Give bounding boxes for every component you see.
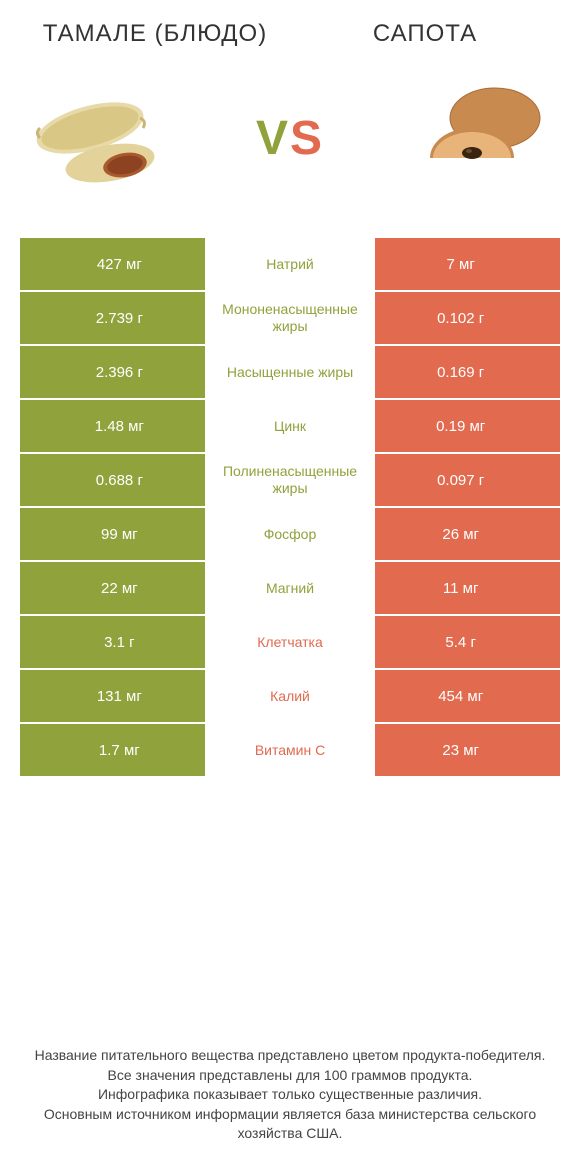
table-row: 131 мгКалий454 мг — [20, 670, 560, 722]
tamale-icon — [20, 78, 180, 198]
header: ТАМАЛЕ (БЛЮДО) САПОТА — [20, 20, 560, 48]
footer-line-1: Название питательного вещества представл… — [30, 1046, 550, 1066]
vs-label: VS — [256, 111, 324, 166]
left-value: 22 мг — [20, 562, 205, 614]
nutrient-label: Фосфор — [205, 508, 376, 560]
nutrient-label: Магний — [205, 562, 376, 614]
right-value: 0.097 г — [375, 454, 560, 506]
left-value: 131 мг — [20, 670, 205, 722]
footer-line-2: Все значения представлены для 100 граммо… — [30, 1066, 550, 1086]
table-row: 0.688 гПолиненасыщенные жиры0.097 г — [20, 454, 560, 506]
right-title: САПОТА — [290, 20, 560, 48]
nutrient-label: Натрий — [205, 238, 376, 290]
nutrient-label: Мононенасыщенные жиры — [205, 292, 376, 344]
right-value: 11 мг — [375, 562, 560, 614]
footer-line-3: Инфографика показывает только существенн… — [30, 1085, 550, 1105]
right-value: 0.102 г — [375, 292, 560, 344]
footer-line-4: Основным источником информации является … — [30, 1105, 550, 1144]
right-value: 0.19 мг — [375, 400, 560, 452]
right-value: 7 мг — [375, 238, 560, 290]
table-row: 3.1 гКлетчатка5.4 г — [20, 616, 560, 668]
infographic-container: ТАМАЛЕ (БЛЮДО) САПОТА VS — [0, 0, 580, 1174]
nutrient-label: Насыщенные жиры — [205, 346, 376, 398]
nutrient-label: Полиненасыщенные жиры — [205, 454, 376, 506]
vs-s: S — [290, 112, 324, 165]
right-value: 0.169 г — [375, 346, 560, 398]
right-value: 26 мг — [375, 508, 560, 560]
table-row: 2.739 гМононенасыщенные жиры0.102 г — [20, 292, 560, 344]
footer: Название питательного вещества представл… — [20, 1046, 560, 1144]
nutrient-label: Витамин C — [205, 724, 376, 776]
table-row: 22 мгМагний11 мг — [20, 562, 560, 614]
nutrient-label: Клетчатка — [205, 616, 376, 668]
vs-v: V — [256, 112, 290, 165]
vs-row: VS — [20, 78, 560, 198]
left-value: 2.739 г — [20, 292, 205, 344]
left-value: 99 мг — [20, 508, 205, 560]
table-row: 99 мгФосфор26 мг — [20, 508, 560, 560]
left-value: 0.688 г — [20, 454, 205, 506]
right-value: 23 мг — [375, 724, 560, 776]
left-value: 1.48 мг — [20, 400, 205, 452]
nutrient-table: 427 мгНатрий7 мг2.739 гМононенасыщенные … — [20, 238, 560, 776]
right-value: 454 мг — [375, 670, 560, 722]
table-row: 1.48 мгЦинк0.19 мг — [20, 400, 560, 452]
nutrient-label: Цинк — [205, 400, 376, 452]
left-title: ТАМАЛЕ (БЛЮДО) — [20, 20, 290, 48]
nutrient-label: Калий — [205, 670, 376, 722]
left-value: 2.396 г — [20, 346, 205, 398]
left-value: 427 мг — [20, 238, 205, 290]
right-value: 5.4 г — [375, 616, 560, 668]
sapota-icon — [400, 78, 560, 198]
left-value: 1.7 мг — [20, 724, 205, 776]
table-row: 427 мгНатрий7 мг — [20, 238, 560, 290]
table-row: 1.7 мгВитамин C23 мг — [20, 724, 560, 776]
left-value: 3.1 г — [20, 616, 205, 668]
table-row: 2.396 гНасыщенные жиры0.169 г — [20, 346, 560, 398]
